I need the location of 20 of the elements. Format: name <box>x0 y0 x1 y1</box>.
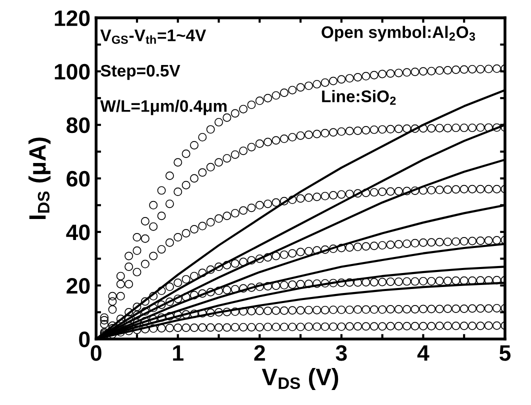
x-tick-label: 4 <box>417 345 430 361</box>
annotation: Step=0.5V <box>100 64 180 80</box>
annotation: V$_{GS}$-V$_{th}$=1~4V <box>100 30 206 44</box>
y-tick-label: 120 <box>54 10 90 26</box>
y-axis-title: I$_{DS}$ (μA) <box>28 138 51 219</box>
y-tick-label: 80 <box>66 117 90 134</box>
y-tick-label: 0 <box>79 332 90 348</box>
y-tick-label: 60 <box>66 170 90 187</box>
x-tick-label: 1 <box>173 345 184 361</box>
annotation: Open symbol:Al$_{2}$O$_{3}$ <box>322 26 476 42</box>
y-tick-label: 100 <box>54 64 90 80</box>
y-tick-label: 20 <box>66 278 90 294</box>
x-tick-label: 5 <box>499 345 511 361</box>
y-tick-label: 40 <box>66 224 90 240</box>
x-axis-title: V$_{DS}$ (V) <box>262 368 338 390</box>
x-tick-label: 2 <box>254 345 265 361</box>
annotation: W/L=1μm/0.4μm <box>100 100 227 116</box>
annotation: Line:SiO$_{2}$ <box>322 90 396 105</box>
x-tick-label: 0 <box>90 345 102 361</box>
x-tick-label: 3 <box>336 345 347 361</box>
